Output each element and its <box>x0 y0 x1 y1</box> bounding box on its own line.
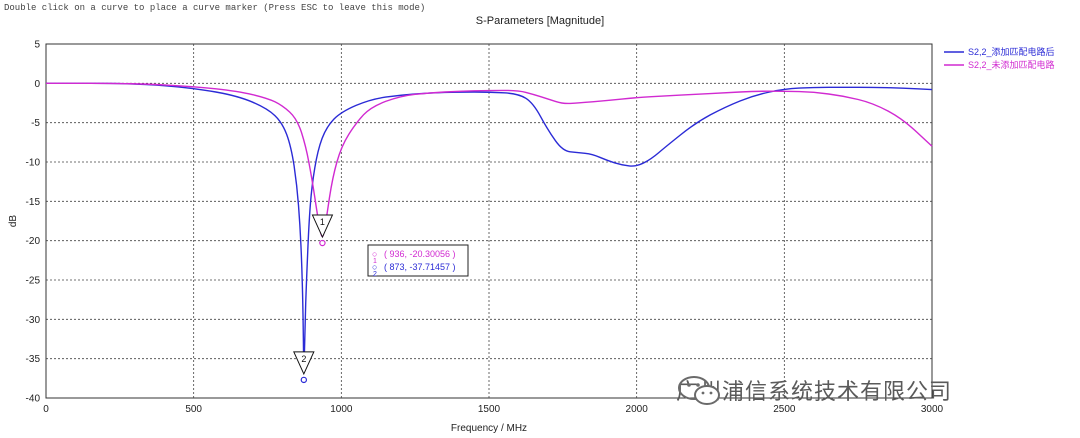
y-axis-label: dB <box>8 215 19 228</box>
watermark: 广州浦信系统技术有限公司 <box>676 374 952 406</box>
marker-readout-index: 1 <box>373 258 377 265</box>
x-axis-label: Frequency / MHz <box>451 423 527 434</box>
x-tick-label: 0 <box>43 404 49 415</box>
x-tick-label: 500 <box>185 404 202 415</box>
legend-entry[interactable]: S2,2_未添加匹配电路 <box>968 59 1055 70</box>
y-tick-label: -25 <box>26 276 41 287</box>
marker-point-2[interactable] <box>300 376 308 384</box>
x-tick-label: 3000 <box>921 404 944 415</box>
chart-title: S-Parameters [Magnitude] <box>475 15 605 27</box>
series-line-2[interactable] <box>45 82 933 238</box>
y-tick-label: 0 <box>34 79 40 90</box>
marker-readout-value: ( 873, -37.71457 ) <box>384 262 456 272</box>
x-tick-label: 2500 <box>773 404 796 415</box>
y-tick-label: -40 <box>26 394 41 405</box>
marker-readout-frame <box>367 244 469 277</box>
y-tick-label: -5 <box>31 118 40 129</box>
markers-layer: 12 <box>293 214 334 384</box>
x-tick-label: 1000 <box>330 404 353 415</box>
y-tick-label: 5 <box>34 40 40 51</box>
marker-readout-index: 2 <box>373 271 377 278</box>
marker-readout-box: ○1( 936, -20.30056 )○2( 873, -37.71457 ) <box>367 244 469 278</box>
marker-flag-2[interactable] <box>293 351 315 376</box>
marker-readout-value: ( 936, -20.30056 ) <box>384 249 456 259</box>
legend: S2,2_添加匹配电路后 S2,2_未添加匹配电路 <box>944 46 1055 70</box>
y-tick-label: -10 <box>26 158 41 169</box>
marker-flag-label: 2 <box>301 354 306 364</box>
hint-text: Double click on a curve to place a curve… <box>4 3 426 13</box>
wechat-icon <box>678 376 720 405</box>
y-tick-label: -35 <box>26 354 41 365</box>
marker-flag-label: 1 <box>320 217 325 227</box>
tick-labels: 0 500 1000 1500 2000 2500 3000 5 0 -5 -10 -15 -20 -25… <box>26 40 944 416</box>
marker-readout-symbol: ○ <box>372 262 377 272</box>
y-tick-label: -20 <box>26 236 41 247</box>
marker-point-1[interactable] <box>319 239 326 247</box>
marker-readout-symbol: ○ <box>372 249 377 259</box>
x-tick-label: 1500 <box>478 404 501 415</box>
legend-entry[interactable]: S2,2_添加匹配电路后 <box>968 46 1055 57</box>
y-tick-label: -15 <box>26 197 41 208</box>
series-layer <box>45 82 933 365</box>
grid <box>46 44 932 398</box>
watermark-text: 广州浦信系统技术有限公司 <box>676 379 953 404</box>
y-tick-label: -30 <box>26 315 41 326</box>
x-tick-label: 2000 <box>626 404 649 415</box>
marker-flag-1[interactable] <box>311 214 334 239</box>
